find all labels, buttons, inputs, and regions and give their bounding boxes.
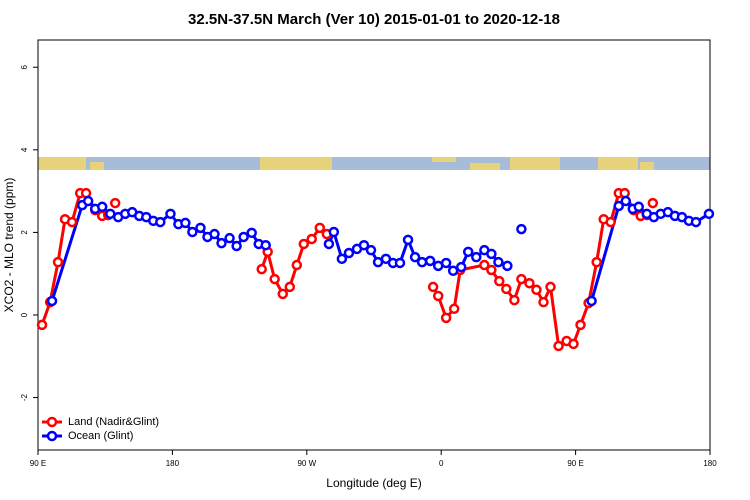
- x-tick-label: 180: [166, 459, 180, 468]
- data-point: [165, 208, 176, 220]
- data-point: [36, 319, 48, 331]
- data-point: [531, 284, 542, 296]
- data-point: [494, 275, 505, 287]
- data-point: [269, 273, 280, 285]
- chart-title: 32.5N-37.5N March (Ver 10) 2015-01-01 to…: [188, 11, 560, 28]
- data-point: [502, 260, 513, 272]
- data-point: [195, 222, 206, 234]
- data-point: [343, 247, 355, 259]
- data-point: [509, 294, 520, 306]
- y-axis-label: XCO2 - MLO trend (ppm): [2, 178, 16, 313]
- data-point: [291, 259, 303, 271]
- data-point: [155, 216, 166, 228]
- plot-frame: [37, 39, 711, 451]
- data-point: [440, 257, 452, 269]
- data-point: [409, 251, 421, 263]
- x-tick-label: 90 E: [567, 459, 583, 468]
- data-point: [306, 233, 317, 245]
- x-axis-label: Longitude (deg E): [326, 476, 421, 490]
- data-point: [66, 216, 78, 228]
- data-point: [471, 251, 482, 263]
- y-tick-label: 4: [20, 147, 29, 152]
- data-point: [358, 239, 370, 251]
- data-point: [416, 256, 428, 268]
- data-point: [501, 283, 512, 295]
- y-tick-label: -2: [20, 393, 29, 401]
- x-tick-label: 90 W: [297, 459, 316, 468]
- data-point: [82, 195, 94, 207]
- series-line: [50, 199, 266, 302]
- data-point: [314, 222, 326, 234]
- legend-marker: [46, 430, 58, 442]
- data-point: [424, 255, 436, 267]
- x-tick-label: 180: [703, 459, 717, 468]
- data-point: [591, 256, 602, 268]
- data-point: [180, 217, 191, 229]
- data-point: [260, 239, 271, 251]
- data-point: [209, 228, 220, 240]
- data-point: [52, 256, 64, 268]
- data-point: [633, 201, 645, 213]
- data-point: [447, 265, 459, 277]
- data-point: [493, 256, 504, 268]
- legend-marker: [46, 416, 58, 428]
- data-point: [448, 303, 460, 315]
- data-point: [703, 208, 715, 220]
- data-point: [553, 340, 564, 352]
- data-point: [96, 201, 108, 213]
- data-point: [516, 223, 527, 235]
- y-tick-label: 0: [20, 312, 29, 317]
- data-point: [284, 281, 296, 293]
- data-point: [277, 288, 289, 300]
- data-point: [605, 216, 616, 228]
- data-point: [455, 261, 467, 273]
- data-point: [538, 296, 549, 308]
- legend-label: Ocean (Glint): [68, 430, 133, 442]
- data-point: [575, 319, 586, 331]
- data-point: [109, 197, 121, 209]
- data-point: [432, 290, 444, 302]
- data-point: [516, 273, 527, 285]
- data-point: [323, 238, 335, 250]
- data-point: [486, 248, 497, 260]
- data-point: [620, 195, 632, 207]
- data-point: [46, 295, 58, 307]
- data-point: [440, 312, 452, 324]
- series-line: [260, 225, 328, 297]
- data-point: [336, 253, 348, 265]
- data-point: [427, 281, 439, 293]
- data-point: [246, 227, 257, 239]
- data-point: [479, 259, 490, 271]
- data-point: [298, 238, 310, 250]
- data-point: [486, 264, 497, 276]
- data-point: [613, 200, 625, 212]
- y-tick-label: 6: [20, 64, 29, 69]
- data-point: [394, 257, 406, 269]
- map-strip: [38, 157, 710, 170]
- data-point: [647, 197, 659, 209]
- data-point: [231, 240, 242, 252]
- y-tick-label: 2: [20, 230, 29, 235]
- data-point: [238, 231, 249, 243]
- data-point: [224, 232, 235, 244]
- data-point: [524, 277, 535, 289]
- x-tick-label: 90 E: [30, 459, 46, 468]
- data-point: [586, 295, 597, 307]
- x-tick-label: 0: [439, 459, 444, 468]
- data-point: [402, 234, 414, 246]
- data-point: [256, 263, 267, 275]
- data-point: [365, 244, 377, 256]
- data-point: [216, 237, 227, 249]
- data-point: [328, 226, 340, 238]
- legend-label: Land (Nadir&Glint): [68, 416, 159, 428]
- data-point: [187, 226, 198, 238]
- data-point: [545, 281, 556, 293]
- data-point: [462, 246, 474, 258]
- data-point: [568, 338, 579, 350]
- data-point: [690, 216, 702, 228]
